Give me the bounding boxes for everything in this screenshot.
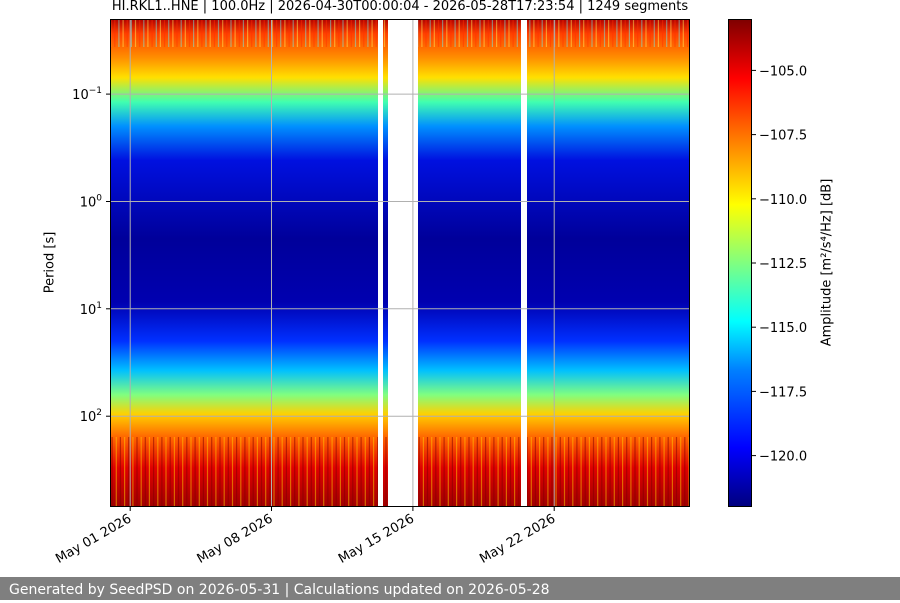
colorbar	[728, 19, 752, 507]
spectrogram-plot: 10−1 100 101 102 May 01 2026 May 08 2026 May …	[53, 19, 807, 567]
x-tick-label: May 22 2026	[477, 511, 558, 566]
colorbar-tick-label: −110.0	[759, 193, 807, 208]
colorbar-tick-label: −105.0	[759, 64, 807, 79]
colorbar-label: Amplitude [m²/s⁴/Hz] [dB]	[819, 178, 835, 347]
colorbar-tick-label: −120.0	[759, 450, 807, 465]
y-tick-label: 100	[80, 194, 103, 211]
x-tick-label: May 01 2026	[53, 511, 134, 566]
colorbar-tick-label: −112.5	[759, 257, 807, 272]
footer-text: Generated by SeedPSD on 2026-05-31 | Cal…	[0, 577, 900, 600]
y-tick-label: 10−1	[72, 86, 102, 103]
colorbar-tick-label: −107.5	[759, 129, 807, 144]
data-gap	[378, 19, 383, 507]
y-tick-label: 102	[80, 408, 102, 425]
colorbar-tick-label: −117.5	[759, 385, 807, 400]
data-gap	[521, 19, 527, 507]
plot-frame	[110, 19, 690, 507]
x-tick-label: May 08 2026	[195, 511, 276, 566]
x-tick-label: May 15 2026	[336, 511, 417, 566]
colorbar-tick-label: −115.0	[759, 321, 807, 336]
y-tick-label: 101	[80, 301, 102, 318]
chart-title: HI.RKL1..HNE | 100.0Hz | 2026-04-30T00:0…	[111, 0, 689, 14]
